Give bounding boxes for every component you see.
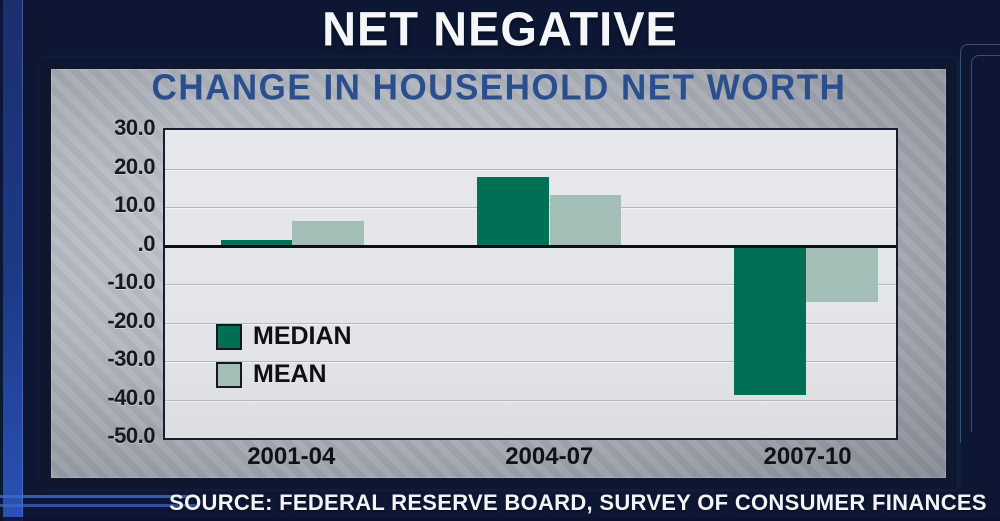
y-tick-label: -50.0: [107, 423, 155, 448]
plot-area: [163, 128, 898, 440]
chart-title: CHANGE IN HOUSEHOLD NET WORTH: [151, 67, 847, 108]
legend: MEDIAN MEAN: [216, 322, 352, 398]
page-title: NET NEGATIVE: [322, 0, 678, 56]
y-tick-label: 10.0: [114, 192, 155, 217]
y-axis-labels: 30.0 20.0 10.0 .0 -10.0 -20.0 -30.0 -40.0 -50.0: [56, 0, 155, 521]
bar-mean-2001-04: [292, 221, 364, 246]
legend-swatch-median: [216, 323, 242, 350]
corner-lines-decoration: [971, 55, 1000, 432]
x-tick-label-2007-10: 2007-10: [763, 443, 852, 470]
y-tick-label: -20.0: [107, 307, 155, 333]
gridline: [165, 284, 896, 285]
x-tick-label-2001-04: 2001-04: [247, 443, 336, 470]
bar-median-2004-07: [477, 176, 549, 246]
legend-item-mean: MEAN: [216, 360, 352, 389]
y-tick-label: -30.0: [107, 346, 155, 371]
x-tick-label-2004-07: 2004-07: [505, 443, 594, 470]
legend-swatch-mean: [216, 361, 242, 388]
y-tick-label: .0: [137, 230, 156, 256]
bar-median-2007-10: [734, 245, 807, 395]
bottom-stripe-decoration: [0, 495, 196, 498]
gridline: [165, 361, 896, 362]
y-tick-label: 20.0: [114, 153, 155, 179]
gridline: [165, 399, 896, 401]
corner-lines-decoration: [960, 44, 1000, 443]
bar-mean-2004-07: [549, 195, 622, 246]
legend-label: MEDIAN: [253, 322, 352, 350]
y-tick-label: -10.0: [107, 269, 155, 294]
bottom-edge-decoration: [0, 517, 1000, 521]
bar-mean-2007-10: [806, 245, 878, 303]
bottom-stripe-decoration: [0, 504, 196, 507]
legend-label: MEAN: [253, 360, 327, 388]
left-blue-band-decoration: [3, 0, 23, 521]
gridline: [165, 168, 896, 170]
zero-axis-line: [165, 244, 896, 248]
gridline: [165, 322, 896, 324]
bar-median-2001-04: [221, 239, 293, 246]
y-tick-label: 30.0: [114, 115, 155, 140]
y-tick-label: -40.0: [107, 384, 155, 410]
source-attribution: SOURCE: FEDERAL RESERVE BOARD, SURVEY OF…: [169, 489, 987, 516]
legend-item-median: MEDIAN: [216, 322, 352, 351]
x-axis-labels: 2001-04 2004-07 2007-10: [163, 443, 898, 473]
